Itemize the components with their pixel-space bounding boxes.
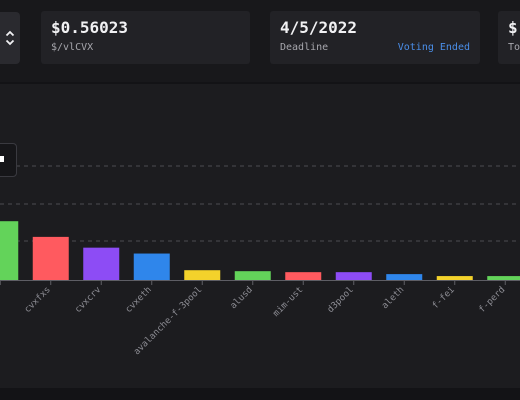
x-tick-label: d3pool [326,285,356,315]
bar-f-perd[interactable] [487,276,520,280]
bar-f-fei[interactable] [436,276,473,280]
bar-alusd[interactable] [234,271,271,280]
chart-tooltip [0,143,17,177]
deadline-card: 4/5/2022 Deadline Voting Ended [270,11,480,64]
x-tick-label: aleth [380,285,406,311]
x-tick-label: th [0,285,2,300]
bar-cvxcrv[interactable] [83,247,120,280]
bar-cvxfxs[interactable] [32,236,69,280]
bar-d3pool[interactable] [335,272,372,280]
bar-mim-ust[interactable] [285,272,322,280]
x-tick-label: cvxeth [124,285,154,315]
stats-bar: $0.56023 $/vlCVX 4/5/2022 Deadline Votin… [0,0,520,82]
chart-tooltip-icon [0,156,4,162]
total-card: $ To [498,11,520,64]
bar-avalanche-f-3pool[interactable] [184,270,221,280]
gauge-selector[interactable] [0,12,20,64]
voting-status: Voting Ended [397,42,470,53]
deadline-label: Deadline [280,42,329,53]
x-tick-label: f-perd [477,285,507,315]
price-card: $0.56023 $/vlCVX [41,11,250,64]
price-label: $/vlCVX [51,42,94,53]
x-tick-label: cvxcrv [73,285,103,315]
total-label: To [508,42,520,53]
deadline-value: 4/5/2022 [280,18,358,37]
price-value: $0.56023 [51,18,129,37]
chart-panel: th cvxfxs cvxcrv cvxeth avalanche-f-3pool alu… [0,84,520,388]
chevron-up-down-icon [5,30,15,46]
x-tick-label: cvxfxs [23,285,53,315]
bottom-strip [0,388,520,400]
bar-aleth[interactable] [386,274,423,280]
total-value: $ [508,18,518,37]
bar-cvxeth[interactable] [133,253,170,280]
x-tick-label: alusd [229,285,255,311]
x-tick-label: f-fei [431,285,457,311]
x-tick-label: mim-ust [271,285,305,319]
bar-th[interactable] [0,221,19,280]
